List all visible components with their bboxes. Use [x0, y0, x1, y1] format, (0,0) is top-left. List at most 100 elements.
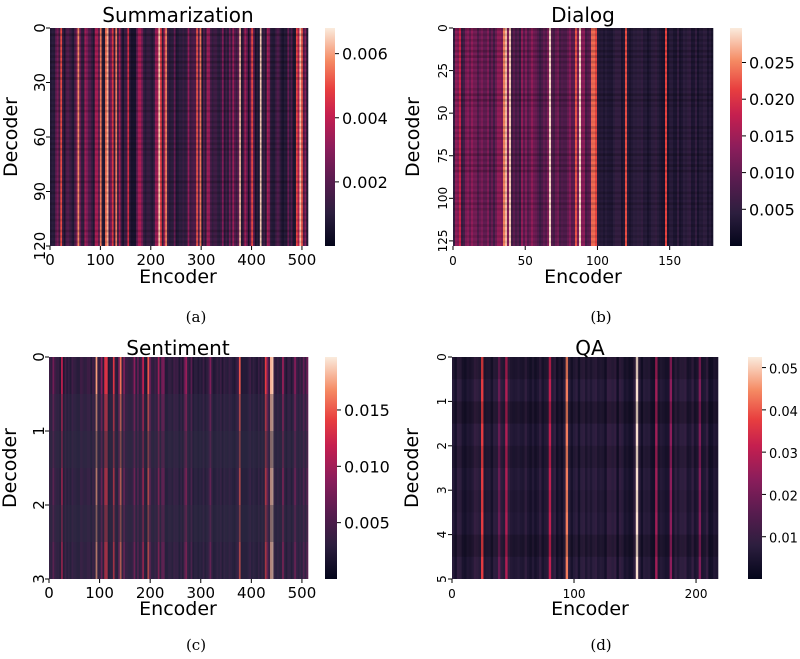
heatmap-column [306, 357, 309, 579]
heatmap-column [139, 28, 142, 246]
heatmap-column [65, 28, 68, 246]
heatmap-column [57, 357, 60, 579]
heatmap-column [289, 357, 292, 579]
heatmap-column [547, 28, 550, 246]
colorbar-tick-label: 0.004 [342, 109, 388, 128]
heatmap-column [181, 357, 184, 579]
heatmap-column [275, 28, 278, 246]
heatmap-column [559, 28, 562, 246]
heatmap-column [245, 357, 248, 579]
heatmap-column [585, 357, 588, 579]
heatmap-column [464, 357, 467, 579]
heatmap-column [118, 28, 121, 246]
heatmap-column [481, 357, 484, 579]
heatmap-column [273, 357, 276, 579]
heatmap-column [669, 28, 672, 246]
y-tick-label: 90 [31, 182, 49, 201]
heatmap-column [213, 357, 216, 579]
heatmap-column [156, 357, 159, 579]
heatmap-column [232, 28, 235, 246]
heatmap-column [679, 28, 682, 246]
heatmap-column [304, 357, 307, 579]
heatmap-column [68, 28, 71, 246]
heatmap-column [59, 357, 62, 579]
heatmap-column [142, 28, 145, 246]
heatmap-column [265, 28, 268, 246]
heatmap-row-band [50, 213, 308, 217]
heatmap-column [147, 357, 150, 579]
heatmap-column [77, 28, 80, 246]
heatmap-column [287, 28, 290, 246]
heatmap-column [61, 357, 64, 579]
heatmap-column [123, 28, 126, 246]
heatmap-column [553, 357, 557, 579]
heatmap-column [157, 357, 160, 579]
y-tick-label: 100 [436, 187, 450, 210]
heatmap-column [534, 357, 537, 579]
heatmap-column [51, 28, 54, 246]
heatmap-column [555, 28, 558, 246]
heatmap-column [219, 357, 222, 579]
y-tick-label: 120 [31, 232, 49, 261]
heatmap-column [294, 357, 297, 579]
heatmap-row-band [50, 87, 308, 91]
heatmap-column [615, 28, 618, 246]
heatmap-column [527, 28, 530, 246]
heatmap-column [122, 28, 125, 246]
heatmap-row-band [50, 93, 308, 97]
heatmap-column [237, 28, 240, 246]
heatmap-column [593, 28, 596, 246]
heatmap-row-band [452, 401, 718, 424]
heatmap-cells [50, 28, 309, 246]
heatmap-column [290, 357, 293, 579]
x-tick-label: 0 [448, 587, 456, 601]
heatmap-column [105, 357, 109, 579]
heatmap-column [671, 28, 674, 246]
heatmap-column [276, 357, 279, 579]
heatmap-panel-1: 0 100 200 300 400 500 0 30 60 90 120 0.002 0.004 0.00… [0, 3, 388, 326]
heatmap-column [56, 28, 59, 246]
heatmap-column [497, 357, 501, 579]
heatmap-column [223, 28, 226, 246]
heatmap-column [479, 28, 482, 246]
heatmap-column [93, 28, 96, 246]
heatmap-column [161, 357, 164, 579]
x-tick-label: 500 [288, 251, 317, 269]
heatmap-column [587, 28, 590, 246]
heatmap-column [515, 28, 518, 246]
heatmap-column [703, 357, 707, 579]
heatmap-column [143, 357, 146, 579]
heatmap-column [283, 28, 286, 246]
heatmap-column [657, 357, 661, 579]
heatmap-column [302, 28, 305, 246]
heatmap-column [150, 357, 153, 579]
heatmap-column [487, 28, 490, 246]
heatmap-column [141, 28, 144, 246]
heatmap-column [614, 357, 617, 579]
heatmap-column [503, 28, 506, 246]
y-tick-label: 0 [436, 24, 450, 32]
heatmap-row-band [50, 180, 308, 184]
heatmap-column [575, 357, 579, 579]
heatmap-column [271, 28, 274, 246]
heatmap-column [214, 357, 217, 579]
heatmap-column [71, 357, 74, 579]
heatmap-column [227, 28, 230, 246]
heatmap-column [513, 28, 516, 246]
heatmap-row-band [50, 147, 308, 151]
heatmap-row-band [453, 82, 713, 86]
heatmap-column [592, 357, 595, 579]
heatmap-column [618, 357, 622, 579]
heatmap-column [87, 28, 90, 246]
heatmap-row-band [50, 218, 308, 222]
heatmap-column [148, 28, 151, 246]
heatmap-column [473, 28, 476, 246]
heatmap-column [249, 28, 252, 246]
heatmap-column [209, 357, 212, 579]
heatmap-column [230, 357, 233, 579]
heatmap-column [166, 28, 169, 246]
heatmap-column [178, 357, 181, 579]
heatmap-column [237, 357, 240, 579]
heatmap-column [97, 357, 100, 579]
heatmap-column [529, 28, 532, 246]
